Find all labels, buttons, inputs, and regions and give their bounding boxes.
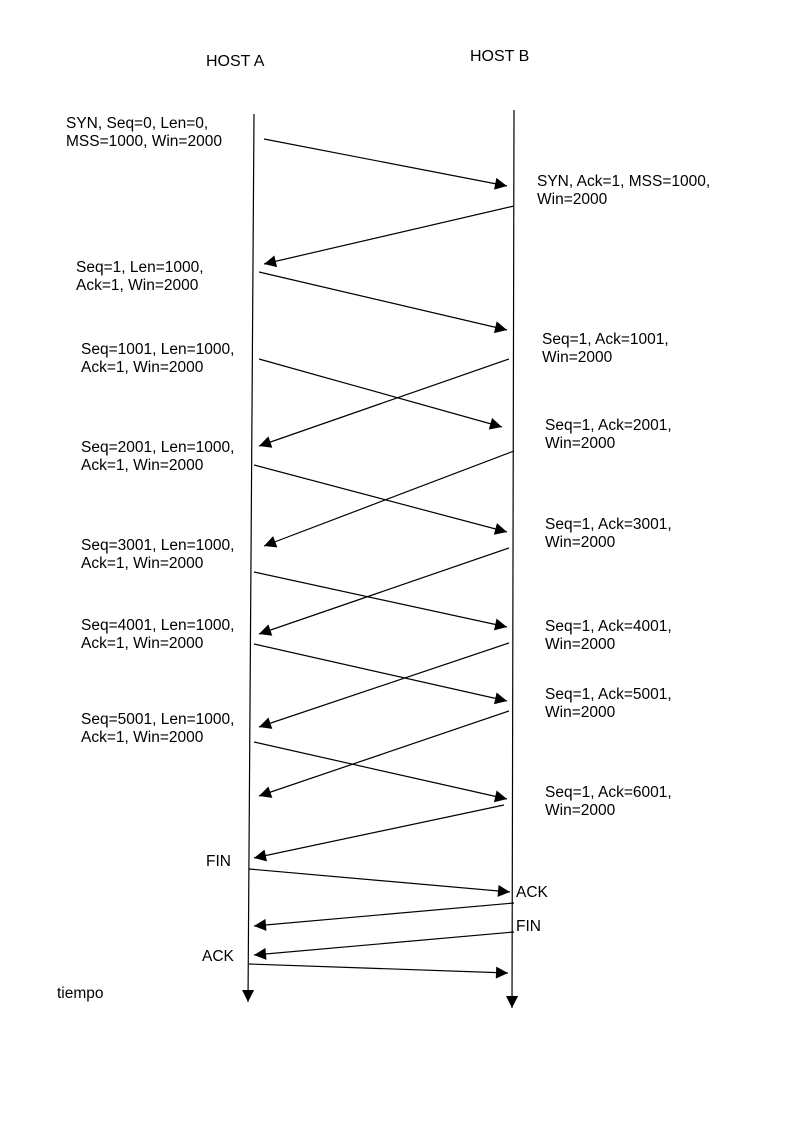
label-fin-a: FIN bbox=[206, 853, 231, 870]
msg-ack6001-b-to-a bbox=[253, 804, 505, 862]
msg-fin-b-to-a bbox=[253, 931, 515, 960]
label-ack-b: ACK bbox=[516, 884, 548, 901]
axis-label-tiempo: tiempo bbox=[57, 985, 104, 1002]
host-b-timeline bbox=[506, 109, 519, 1009]
label-ack-2001: Seq=1, Ack=2001, Win=2000 bbox=[545, 417, 672, 452]
host-b-header: HOST B bbox=[470, 48, 530, 65]
label-ack-1001: Seq=1, Ack=1001, Win=2000 bbox=[542, 331, 669, 366]
label-ack-5001: Seq=1, Ack=5001, Win=2000 bbox=[545, 686, 672, 721]
msg-ack3001-b-to-a bbox=[258, 547, 510, 636]
label-ack-4001: Seq=1, Ack=4001, Win=2000 bbox=[545, 618, 672, 653]
msg-seg1-a-to-b bbox=[258, 271, 508, 334]
msg-ack-a-to-b bbox=[248, 963, 509, 979]
label-seg-2001: Seq=2001, Len=1000, Ack=1, Win=2000 bbox=[81, 439, 235, 474]
msg-seg1001-a-to-b bbox=[258, 358, 503, 430]
msg-ack1001-b-to-a bbox=[258, 358, 510, 448]
msg-seg3001-a-to-b bbox=[253, 571, 508, 631]
label-ack-6001: Seq=1, Ack=6001, Win=2000 bbox=[545, 784, 672, 819]
label-seg-5001: Seq=5001, Len=1000, Ack=1, Win=2000 bbox=[81, 711, 235, 746]
host-a-header: HOST A bbox=[206, 53, 265, 70]
msg-syn-a-to-b bbox=[263, 138, 508, 190]
msg-ack4001-b-to-a bbox=[258, 642, 510, 729]
label-syn-ack: SYN, Ack=1, MSS=1000, Win=2000 bbox=[537, 173, 711, 208]
label-ack-a: ACK bbox=[202, 948, 234, 965]
label-seg-1: Seq=1, Len=1000, Ack=1, Win=2000 bbox=[76, 259, 204, 294]
label-ack-3001: Seq=1, Ack=3001, Win=2000 bbox=[545, 516, 672, 551]
label-seg-1001: Seq=1001, Len=1000, Ack=1, Win=2000 bbox=[81, 341, 235, 376]
msg-fin-a-to-b bbox=[248, 868, 511, 897]
msg-ack5001-b-to-a bbox=[258, 710, 510, 798]
msg-seg5001-a-to-b bbox=[253, 741, 508, 803]
label-seg-3001: Seq=3001, Len=1000, Ack=1, Win=2000 bbox=[81, 537, 235, 572]
host-a-timeline bbox=[242, 113, 255, 1003]
msg-ack2001-b-to-a bbox=[263, 450, 515, 548]
msg-ack-b-to-a bbox=[253, 902, 515, 931]
msg-seg4001-a-to-b bbox=[253, 643, 508, 705]
label-syn: SYN, Seq=0, Len=0, MSS=1000, Win=2000 bbox=[66, 115, 222, 150]
label-fin-b: FIN bbox=[516, 918, 541, 935]
msg-seg2001-a-to-b bbox=[253, 464, 508, 535]
label-seg-4001: Seq=4001, Len=1000, Ack=1, Win=2000 bbox=[81, 617, 235, 652]
msg-syn-ack-b-to-a bbox=[263, 205, 515, 268]
